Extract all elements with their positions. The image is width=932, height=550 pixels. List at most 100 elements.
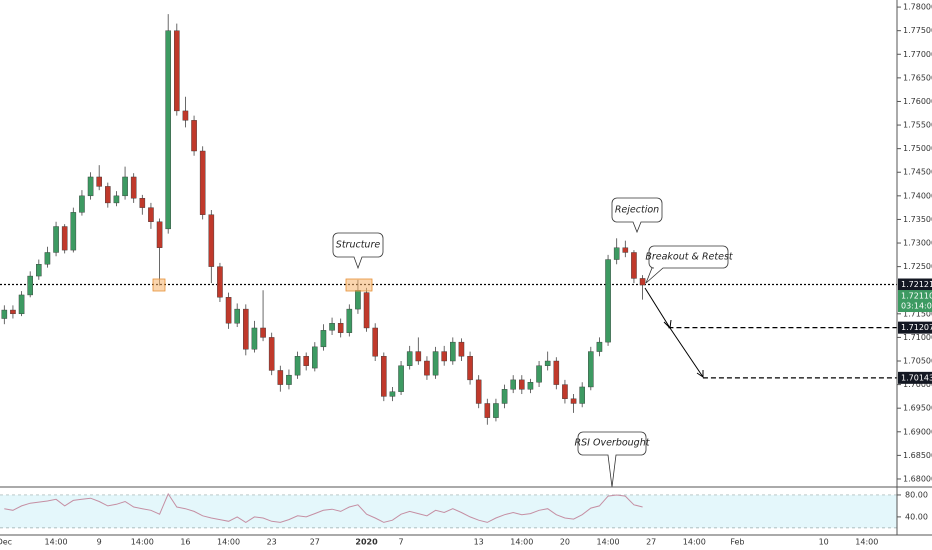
- x-tick-label: 20: [560, 538, 570, 547]
- candle-body: [234, 308, 240, 324]
- candle-body: [277, 370, 284, 385]
- candle-body: [553, 360, 560, 385]
- y-tick-label: 1.69500: [903, 404, 932, 413]
- arrow-head: [663, 319, 704, 378]
- y-tick-label: 1.73500: [903, 215, 932, 224]
- y-tick-label: 1.70000: [903, 380, 932, 389]
- candle-body: [432, 351, 439, 376]
- x-tick-label: 27: [310, 538, 320, 547]
- candle-body: [27, 275, 33, 296]
- y-tick-label: 1.77500: [903, 26, 932, 35]
- candle-body: [286, 374, 292, 385]
- candle-body: [588, 351, 594, 388]
- candle-body: [165, 30, 171, 230]
- level-label: 1.70143: [901, 373, 932, 382]
- y-tick-label: 1.76500: [903, 73, 932, 82]
- candle-body: [527, 382, 534, 390]
- x-tick-label: 14:00: [45, 538, 68, 547]
- x-tick-label: 14:00: [131, 538, 154, 547]
- x-tick-label: 10: [819, 538, 829, 547]
- candle-body: [579, 386, 585, 404]
- x-tick-label: 16: [180, 538, 190, 547]
- candle-body: [596, 341, 603, 352]
- x-tick-label: 27: [646, 538, 656, 547]
- candle-body: [130, 176, 137, 199]
- level-label-box: [898, 321, 932, 334]
- candle-body: [450, 341, 456, 362]
- level-label: 1.71207: [901, 323, 932, 332]
- candle-body: [605, 259, 611, 343]
- level-label-box: [898, 371, 932, 384]
- candle-body: [484, 403, 491, 418]
- x-tick-label: 14:00: [217, 538, 240, 547]
- rsi-tick-label: 40.00: [905, 512, 928, 521]
- candle-body: [406, 351, 413, 366]
- candle-body: [79, 195, 85, 213]
- y-tick-label: 1.75500: [903, 121, 932, 130]
- candle-body: [346, 308, 353, 333]
- candle-body: [182, 110, 189, 121]
- candle-body: [639, 278, 646, 286]
- candle-body: [294, 356, 301, 376]
- candle-body: [544, 360, 551, 366]
- candle-body: [1, 309, 8, 319]
- candle-body: [113, 195, 120, 204]
- candle-body: [363, 292, 370, 329]
- candle-body: [208, 214, 215, 267]
- y-tick-label: 1.71500: [903, 309, 932, 318]
- candle-body: [536, 365, 542, 383]
- candle-body: [355, 290, 361, 310]
- candle-body: [18, 294, 25, 315]
- candle-body: [329, 323, 335, 331]
- candle-body: [260, 327, 266, 338]
- callout: [611, 197, 663, 234]
- candle-body: [122, 176, 128, 197]
- y-tick-label: 1.74500: [903, 168, 932, 177]
- x-tick-label: 14:00: [855, 538, 878, 547]
- candle-body: [303, 356, 309, 366]
- y-tick-label: 1.69000: [903, 427, 932, 436]
- y-tick-label: 1.76000: [903, 97, 932, 106]
- y-tick-label: 1.78000: [903, 3, 932, 12]
- y-tick-label: 1.68500: [903, 451, 932, 460]
- candle-body: [191, 120, 197, 152]
- x-tick-label: 9: [97, 538, 102, 547]
- candle-body: [501, 389, 508, 404]
- candle-body: [475, 379, 482, 404]
- candle-body: [105, 186, 111, 204]
- x-tick-label: 7: [399, 538, 404, 547]
- candle-body: [243, 308, 249, 350]
- y-tick-label: 1.75000: [903, 144, 932, 153]
- candle-body: [510, 379, 516, 390]
- candle-body: [389, 391, 396, 397]
- candle-body: [217, 266, 223, 298]
- level-label-box: [898, 278, 932, 291]
- level-label: 1.72121: [901, 280, 932, 289]
- marks-layer: [1, 14, 646, 523]
- candle-body: [570, 398, 577, 404]
- annotation: RSI Overbought: [575, 438, 651, 449]
- candle-body: [225, 297, 232, 324]
- y-tick-label: 1.72500: [903, 262, 932, 271]
- highlight-box: [152, 278, 166, 292]
- callout: [577, 431, 647, 488]
- annotation: Structure: [336, 240, 381, 251]
- rsi-band: [0, 494, 897, 528]
- candle-body: [320, 330, 327, 348]
- candle-body: [381, 356, 387, 397]
- rsi-line: [4, 492, 643, 523]
- candle-body: [415, 351, 422, 362]
- candle-body: [199, 150, 206, 215]
- candle-body: [139, 197, 146, 208]
- countdown-label: 03:14:01: [901, 302, 932, 311]
- candle-body: [148, 207, 154, 222]
- x-tick-label: 14:00: [683, 538, 706, 547]
- candle-body: [70, 212, 77, 251]
- candle-body: [441, 351, 447, 362]
- y-tick-label: 1.68000: [903, 474, 932, 483]
